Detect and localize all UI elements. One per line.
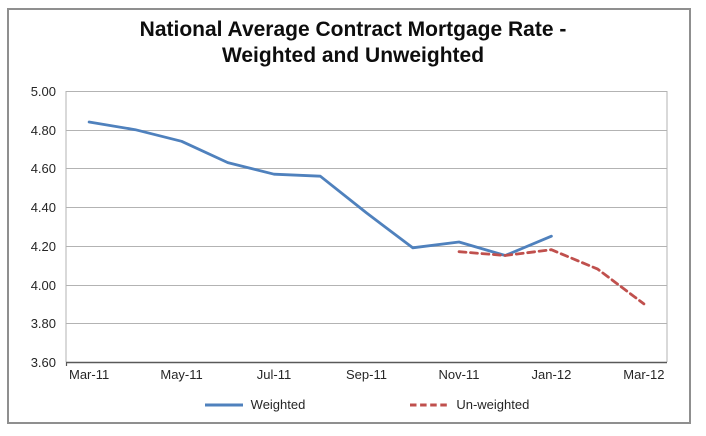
series-line-weighted: [87, 120, 553, 257]
legend: Weighted Un-weighted: [66, 397, 667, 412]
weighted-line-swatch: [204, 403, 243, 406]
legend-label-unweighted: Un-weighted: [456, 397, 530, 412]
y-tick-label: 4.80: [31, 123, 56, 138]
x-tick-label: Jul-11: [257, 367, 291, 382]
x-tick-label: Mar-11: [69, 367, 109, 382]
y-tick-label: 4.00: [31, 278, 56, 293]
x-tick-label: Sep-11: [346, 367, 387, 382]
y-axis-labels: 5.00 4.80 4.60 4.40 4.20 4.00 3.80 3.60: [31, 84, 56, 370]
y-tick-label: 4.60: [31, 161, 56, 176]
legend-item-unweighted: Un-weighted: [409, 397, 529, 412]
chart-title-line2: Weighted and Unweighted: [221, 44, 485, 67]
x-tick-label: Mar-12: [623, 367, 664, 382]
unweighted-dashed-line-swatch: [410, 403, 449, 406]
series-line-un-weighted: [457, 248, 646, 306]
y-tick-label: 3.80: [31, 316, 56, 331]
chart-title-line1: National Average Contract Mortgage Rate …: [139, 18, 567, 41]
chart-border-frame: [7, 8, 691, 424]
chart-title: National Average Contract Mortgage Rate …: [0, 17, 706, 69]
x-tick-label: Jan-12: [532, 367, 572, 382]
y-tick-label: 3.60: [31, 355, 56, 370]
y-tick-label: 5.00: [31, 84, 56, 99]
x-tick-label: Nov-11: [438, 367, 479, 382]
legend-item-weighted: Weighted: [204, 397, 306, 412]
series-lines: [87, 120, 646, 306]
legend-label-weighted: Weighted: [250, 397, 306, 412]
x-tick-label: May-11: [160, 367, 202, 382]
x-axis-labels: Mar-11 May-11 Jul-11 Sep-11 Nov-11 Jan-12 Mar-…: [69, 367, 664, 382]
gridlines: [65, 91, 668, 366]
y-tick-label: 4.40: [31, 200, 56, 215]
y-tick-label: 4.20: [31, 239, 56, 254]
